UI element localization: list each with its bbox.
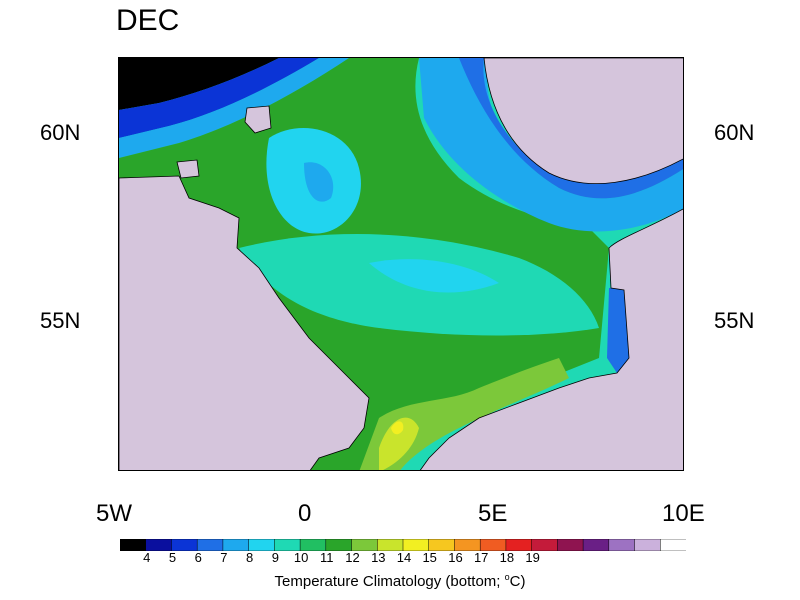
lon-label-10e: 10E bbox=[662, 500, 705, 527]
mid-cool-patch bbox=[369, 259, 499, 293]
colorbar-tick-label: 5 bbox=[168, 550, 177, 565]
colorbar-tick-label: 13 bbox=[371, 550, 386, 565]
land-norway bbox=[483, 58, 683, 185]
lat-label-60n-right: 60N bbox=[714, 120, 755, 145]
land-shetland bbox=[244, 105, 272, 134]
colorbar-tick-label: 12 bbox=[345, 550, 360, 565]
colorbar-tick-label: 18 bbox=[499, 550, 515, 565]
deep-water-cold bbox=[119, 58, 279, 110]
colorbar-swatch bbox=[608, 539, 636, 551]
wadden-cold-strip bbox=[607, 288, 629, 373]
central-cold-core bbox=[304, 162, 334, 202]
colorbar-tick-label: 7 bbox=[220, 550, 228, 565]
colorbar-tick-label: 16 bbox=[448, 550, 463, 565]
colorbar-tick-label: 4 bbox=[143, 550, 151, 565]
colorbar-title-text: Temperature Climatology (bottom; bbox=[274, 573, 505, 590]
colorbar-tick-label: 10 bbox=[293, 550, 309, 565]
map-panel bbox=[118, 57, 684, 471]
colorbar-unit: C) bbox=[509, 573, 526, 590]
map-title: DEC bbox=[116, 4, 180, 37]
lat-label-55n-left: 55N bbox=[40, 308, 81, 333]
deep-water-band-2 bbox=[119, 58, 349, 158]
colorbar-tick-label: 11 bbox=[320, 550, 334, 565]
colorbar-swatch bbox=[634, 539, 662, 551]
channel-warmest-spot bbox=[391, 421, 404, 435]
land-great-britain bbox=[119, 175, 370, 470]
colorbar-degree-sign: o bbox=[504, 572, 510, 582]
colorbar-swatch bbox=[660, 539, 686, 551]
colorbar-tick-label: 14 bbox=[396, 550, 412, 565]
norwegian-trench-core bbox=[459, 58, 683, 199]
colorbar-tick-label: 8 bbox=[245, 550, 254, 565]
land-continent bbox=[419, 208, 683, 470]
lon-label-5e: 5E bbox=[478, 500, 508, 527]
colorbar bbox=[120, 539, 686, 551]
map-canvas bbox=[119, 58, 683, 470]
land-orkney bbox=[176, 159, 200, 179]
colorbar-tick-label: 6 bbox=[194, 550, 202, 565]
lat-label-60n-left: 60N bbox=[40, 120, 81, 145]
lon-label-0: 0 bbox=[298, 500, 312, 527]
colorbar-tick-label: 9 bbox=[271, 550, 280, 565]
deep-water-band bbox=[119, 58, 319, 138]
colorbar-swatch bbox=[582, 539, 610, 551]
lat-label-55n-right: 55N bbox=[714, 308, 755, 333]
colorbar-tick-label: 19 bbox=[525, 550, 540, 565]
lon-label-5w: 5W bbox=[96, 500, 132, 527]
colorbar-swatch bbox=[557, 539, 584, 551]
colorbar-tick-label: 17 bbox=[473, 550, 489, 565]
colorbar-tick-label: 15 bbox=[422, 550, 437, 565]
channel-warm-core bbox=[379, 417, 419, 470]
colorbar-title: Temperature Climatology (bottom; oC) bbox=[0, 572, 800, 590]
